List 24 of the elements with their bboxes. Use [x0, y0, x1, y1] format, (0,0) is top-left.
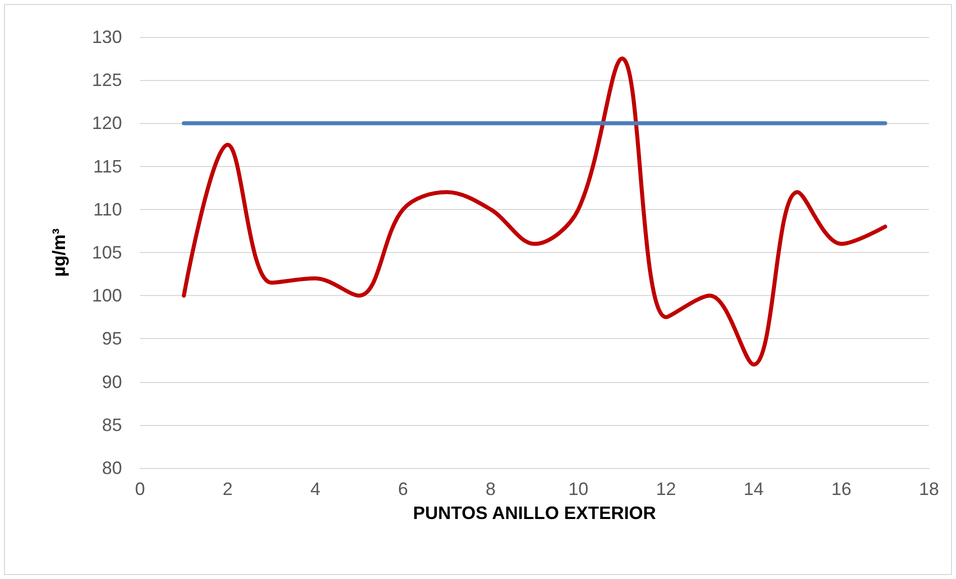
y-tick-label: 125	[92, 70, 122, 90]
x-tick-label: 16	[831, 479, 852, 499]
x-tick-label: 12	[656, 479, 676, 499]
x-tick-label: 8	[486, 479, 496, 499]
y-tick-label: 85	[102, 414, 122, 435]
x-tick-label: 14	[744, 479, 764, 499]
line-series	[182, 56, 888, 367]
y-tick-label: 115	[93, 156, 122, 176]
y-tick-label: 120	[92, 113, 122, 134]
y-tick-label: 80	[102, 458, 122, 478]
x-tick-label: 10	[568, 479, 588, 499]
x-axis-title: PUNTOS ANILLO EXTERIOR	[412, 503, 656, 523]
y-tick-label: 130	[92, 27, 122, 47]
x-tick-label: 18	[918, 479, 940, 499]
y-tick-label: 90	[102, 372, 122, 392]
x-tick-label: 2	[222, 479, 233, 499]
x-tick-label: 0	[134, 479, 146, 499]
y-tick-label: 95	[102, 328, 122, 349]
x-tick-label: 4	[310, 479, 320, 499]
y-tick-label: 100	[92, 286, 122, 306]
y-axis-title: µg/m³	[49, 228, 69, 277]
y-tick-label: 105	[92, 242, 122, 262]
y-tick-label: 110	[93, 199, 122, 220]
x-tick-label: 6	[398, 479, 408, 499]
